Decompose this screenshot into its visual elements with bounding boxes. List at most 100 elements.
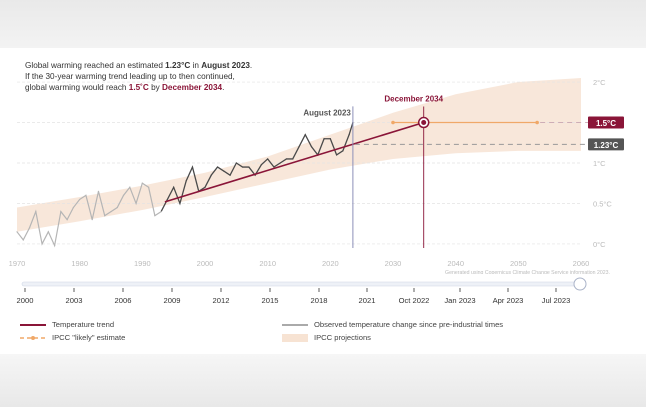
timeline-label: 2003: [66, 296, 83, 305]
legend-label: Temperature trend: [52, 320, 115, 329]
observed-point: [273, 166, 275, 168]
observed-point: [285, 158, 288, 160]
target-date-label: December 2034: [384, 95, 443, 104]
observed-point: [141, 182, 143, 184]
blurred-footer: [0, 354, 646, 407]
target-warming-value: 1.5˚C: [128, 83, 149, 92]
observed-point: [72, 206, 74, 209]
blurred-header: [0, 0, 646, 48]
y-tick-label: 2°C: [593, 78, 606, 87]
timeline-handle[interactable]: [573, 277, 587, 291]
timeline-label: 2012: [213, 296, 230, 305]
legend-label: IPCC "likely" estimate: [52, 333, 126, 342]
x-tick-label: 1990: [134, 259, 151, 268]
observed-point: [260, 164, 262, 166]
legend-item-ipcc-estimate: IPCC "likely" estimate: [20, 333, 125, 342]
observed-point: [292, 158, 294, 160]
ipcc-estimate-endpoint: [391, 120, 395, 125]
observed-point: [323, 138, 325, 140]
headline-text: global warming would reach: [25, 83, 129, 92]
timeline-label: 2021: [359, 296, 376, 305]
observed-point: [229, 174, 231, 176]
observed-point: [47, 231, 49, 233]
legend-swatch-ipcc-projections: [282, 333, 308, 342]
timeline-label: Oct 2022: [399, 296, 430, 305]
timeline-label: 2009: [164, 296, 181, 305]
observed-point: [342, 150, 344, 152]
observed-point: [248, 166, 250, 168]
headline: Global warming reached an estimated 1.23…: [25, 60, 252, 93]
legend-label: IPCC projections: [314, 333, 371, 342]
legend-swatch-observed: [282, 323, 308, 326]
timeline-label: 2018: [311, 296, 328, 305]
observed-point: [97, 190, 100, 192]
ipcc-estimate-endpoint: [535, 120, 539, 125]
observed-point: [336, 154, 338, 156]
observed-point: [185, 180, 187, 182]
observed-point: [116, 206, 118, 209]
observed-point: [129, 186, 131, 188]
timeline-slider[interactable]: 2000 2003 2006 2009 2012 2015 2018 2021 Oct 2022…: [0, 274, 646, 314]
timeline-label: Jan 2023: [444, 296, 475, 305]
observed-point: [179, 202, 181, 205]
observed-point: [60, 210, 62, 213]
x-tick-label: 1970: [9, 259, 26, 268]
legend-swatch-trend: [20, 323, 46, 326]
legend-swatch-ipcc-estimate: [20, 335, 46, 340]
legend-item-ipcc-projections: IPCC projections: [282, 333, 371, 342]
observed-point: [298, 146, 300, 148]
current-date-label: August 2023: [303, 109, 351, 118]
current-value-box: [588, 138, 624, 151]
legend-item-trend: Temperature trend: [20, 320, 114, 329]
observed-point: [122, 194, 125, 196]
headline-line-3: global warming would reach 1.5˚C by Dece…: [25, 82, 252, 93]
y-tick-label: 0°C: [593, 240, 606, 249]
headline-line-2: If the 30-year warming trend leading up …: [25, 72, 235, 81]
observed-point: [329, 138, 331, 140]
x-tick-label: 2000: [197, 259, 214, 268]
target-date: December 2034: [162, 83, 223, 92]
x-tick-label: 2010: [259, 259, 276, 268]
chart-card: Global warming reached an estimated 1.23…: [0, 48, 646, 354]
trend-line: [164, 121, 424, 203]
target-value-label: 1.5°C: [596, 119, 616, 128]
timeline-label: Apr 2023: [493, 296, 524, 305]
source-note: Generated using Copernicus Climate Chang…: [445, 270, 610, 274]
observed-point: [35, 210, 37, 213]
observed-point: [41, 243, 43, 245]
y-tick-label: 1°C: [593, 159, 606, 168]
target-value-box: [588, 116, 624, 129]
observed-point: [204, 186, 206, 188]
timeline-track[interactable]: [21, 281, 581, 287]
observed-point: [191, 166, 194, 168]
observed-point: [310, 146, 313, 148]
observed-point: [166, 198, 168, 201]
observed-point: [210, 174, 212, 176]
observed-point: [54, 244, 56, 247]
observed-point: [279, 162, 281, 164]
timeline-label: 2006: [115, 296, 132, 305]
observed-series-recent: [160, 122, 354, 212]
observed-point: [104, 215, 106, 217]
target-marker-dot: [421, 120, 427, 126]
observed-point: [66, 219, 68, 221]
headline-text: .: [222, 83, 225, 92]
x-tick-label: 1980: [71, 259, 88, 268]
x-tick-label: 2060: [573, 259, 590, 268]
legend-label: Observed temperature change since pre-in…: [314, 320, 504, 329]
x-tick-label: 2030: [385, 259, 402, 268]
legend: Temperature trend Observed temperature c…: [0, 318, 646, 354]
observed-point: [304, 134, 306, 136]
observed-point: [22, 239, 24, 241]
timeline-label: Jul 2023: [542, 296, 571, 305]
warming-chart: 0°C 0.5°C 1°C 1.5°C 2°C 1970 1980 1990 2000 2010 2…: [9, 78, 624, 274]
headline-text: in: [190, 61, 202, 70]
current-warming-value: 1.23°C: [165, 61, 191, 70]
x-tick-label: 2020: [322, 259, 339, 268]
observed-point: [348, 134, 350, 136]
ipcc-projection-band: [17, 78, 581, 232]
headline-text: by: [148, 83, 162, 92]
observed-point: [223, 170, 225, 172]
observed-point: [242, 166, 244, 168]
observed-point: [110, 210, 112, 213]
